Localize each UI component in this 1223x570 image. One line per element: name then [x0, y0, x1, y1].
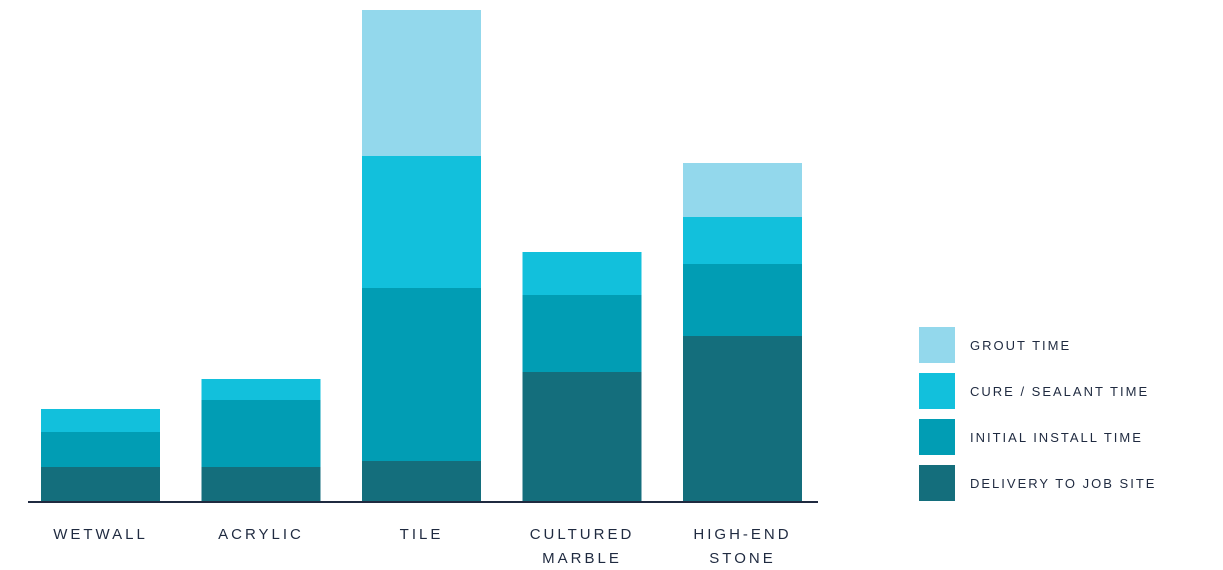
bar-segment [683, 217, 802, 264]
legend-swatch [919, 419, 955, 455]
bar-segment [201, 467, 321, 502]
bar-segment [362, 10, 481, 156]
category-label: WETWALL [53, 526, 148, 543]
legend-swatch [919, 465, 955, 501]
bar-segment [41, 432, 160, 467]
bars-group [41, 10, 802, 502]
bar-segment [522, 252, 642, 295]
category-label: TILE [400, 526, 444, 543]
category-label: HIGH-END [693, 526, 791, 543]
legend-swatch [919, 327, 955, 363]
bar-segment [683, 336, 802, 502]
category-label: MARBLE [542, 550, 622, 567]
bar-segment [41, 467, 160, 502]
legend-label: GROUT TIME [970, 338, 1071, 353]
category-label: ACRYLIC [218, 526, 304, 543]
bar-segment [683, 264, 802, 336]
bar-segment [41, 409, 160, 432]
bar-segment [201, 400, 321, 467]
bar-segment [362, 288, 481, 461]
bar-segment [522, 295, 642, 372]
bar-segment [362, 461, 481, 502]
legend-label: CURE / SEALANT TIME [970, 384, 1149, 399]
bar-segment [201, 379, 321, 400]
legend-label: DELIVERY TO JOB SITE [970, 476, 1156, 491]
category-label: CULTURED [530, 526, 635, 543]
bar-segment [683, 163, 802, 217]
bar-segment [522, 372, 642, 502]
legend: GROUT TIME CURE / SEALANT TIME INITIAL INS… [919, 327, 1156, 501]
category-labels: WETWALL ACRYLIC TILE CULTURED MARBLE HIGH-END… [53, 526, 791, 567]
category-label: STONE [709, 550, 775, 567]
legend-swatch [919, 373, 955, 409]
bar-segment [362, 156, 481, 288]
legend-label: INITIAL INSTALL TIME [970, 430, 1143, 445]
